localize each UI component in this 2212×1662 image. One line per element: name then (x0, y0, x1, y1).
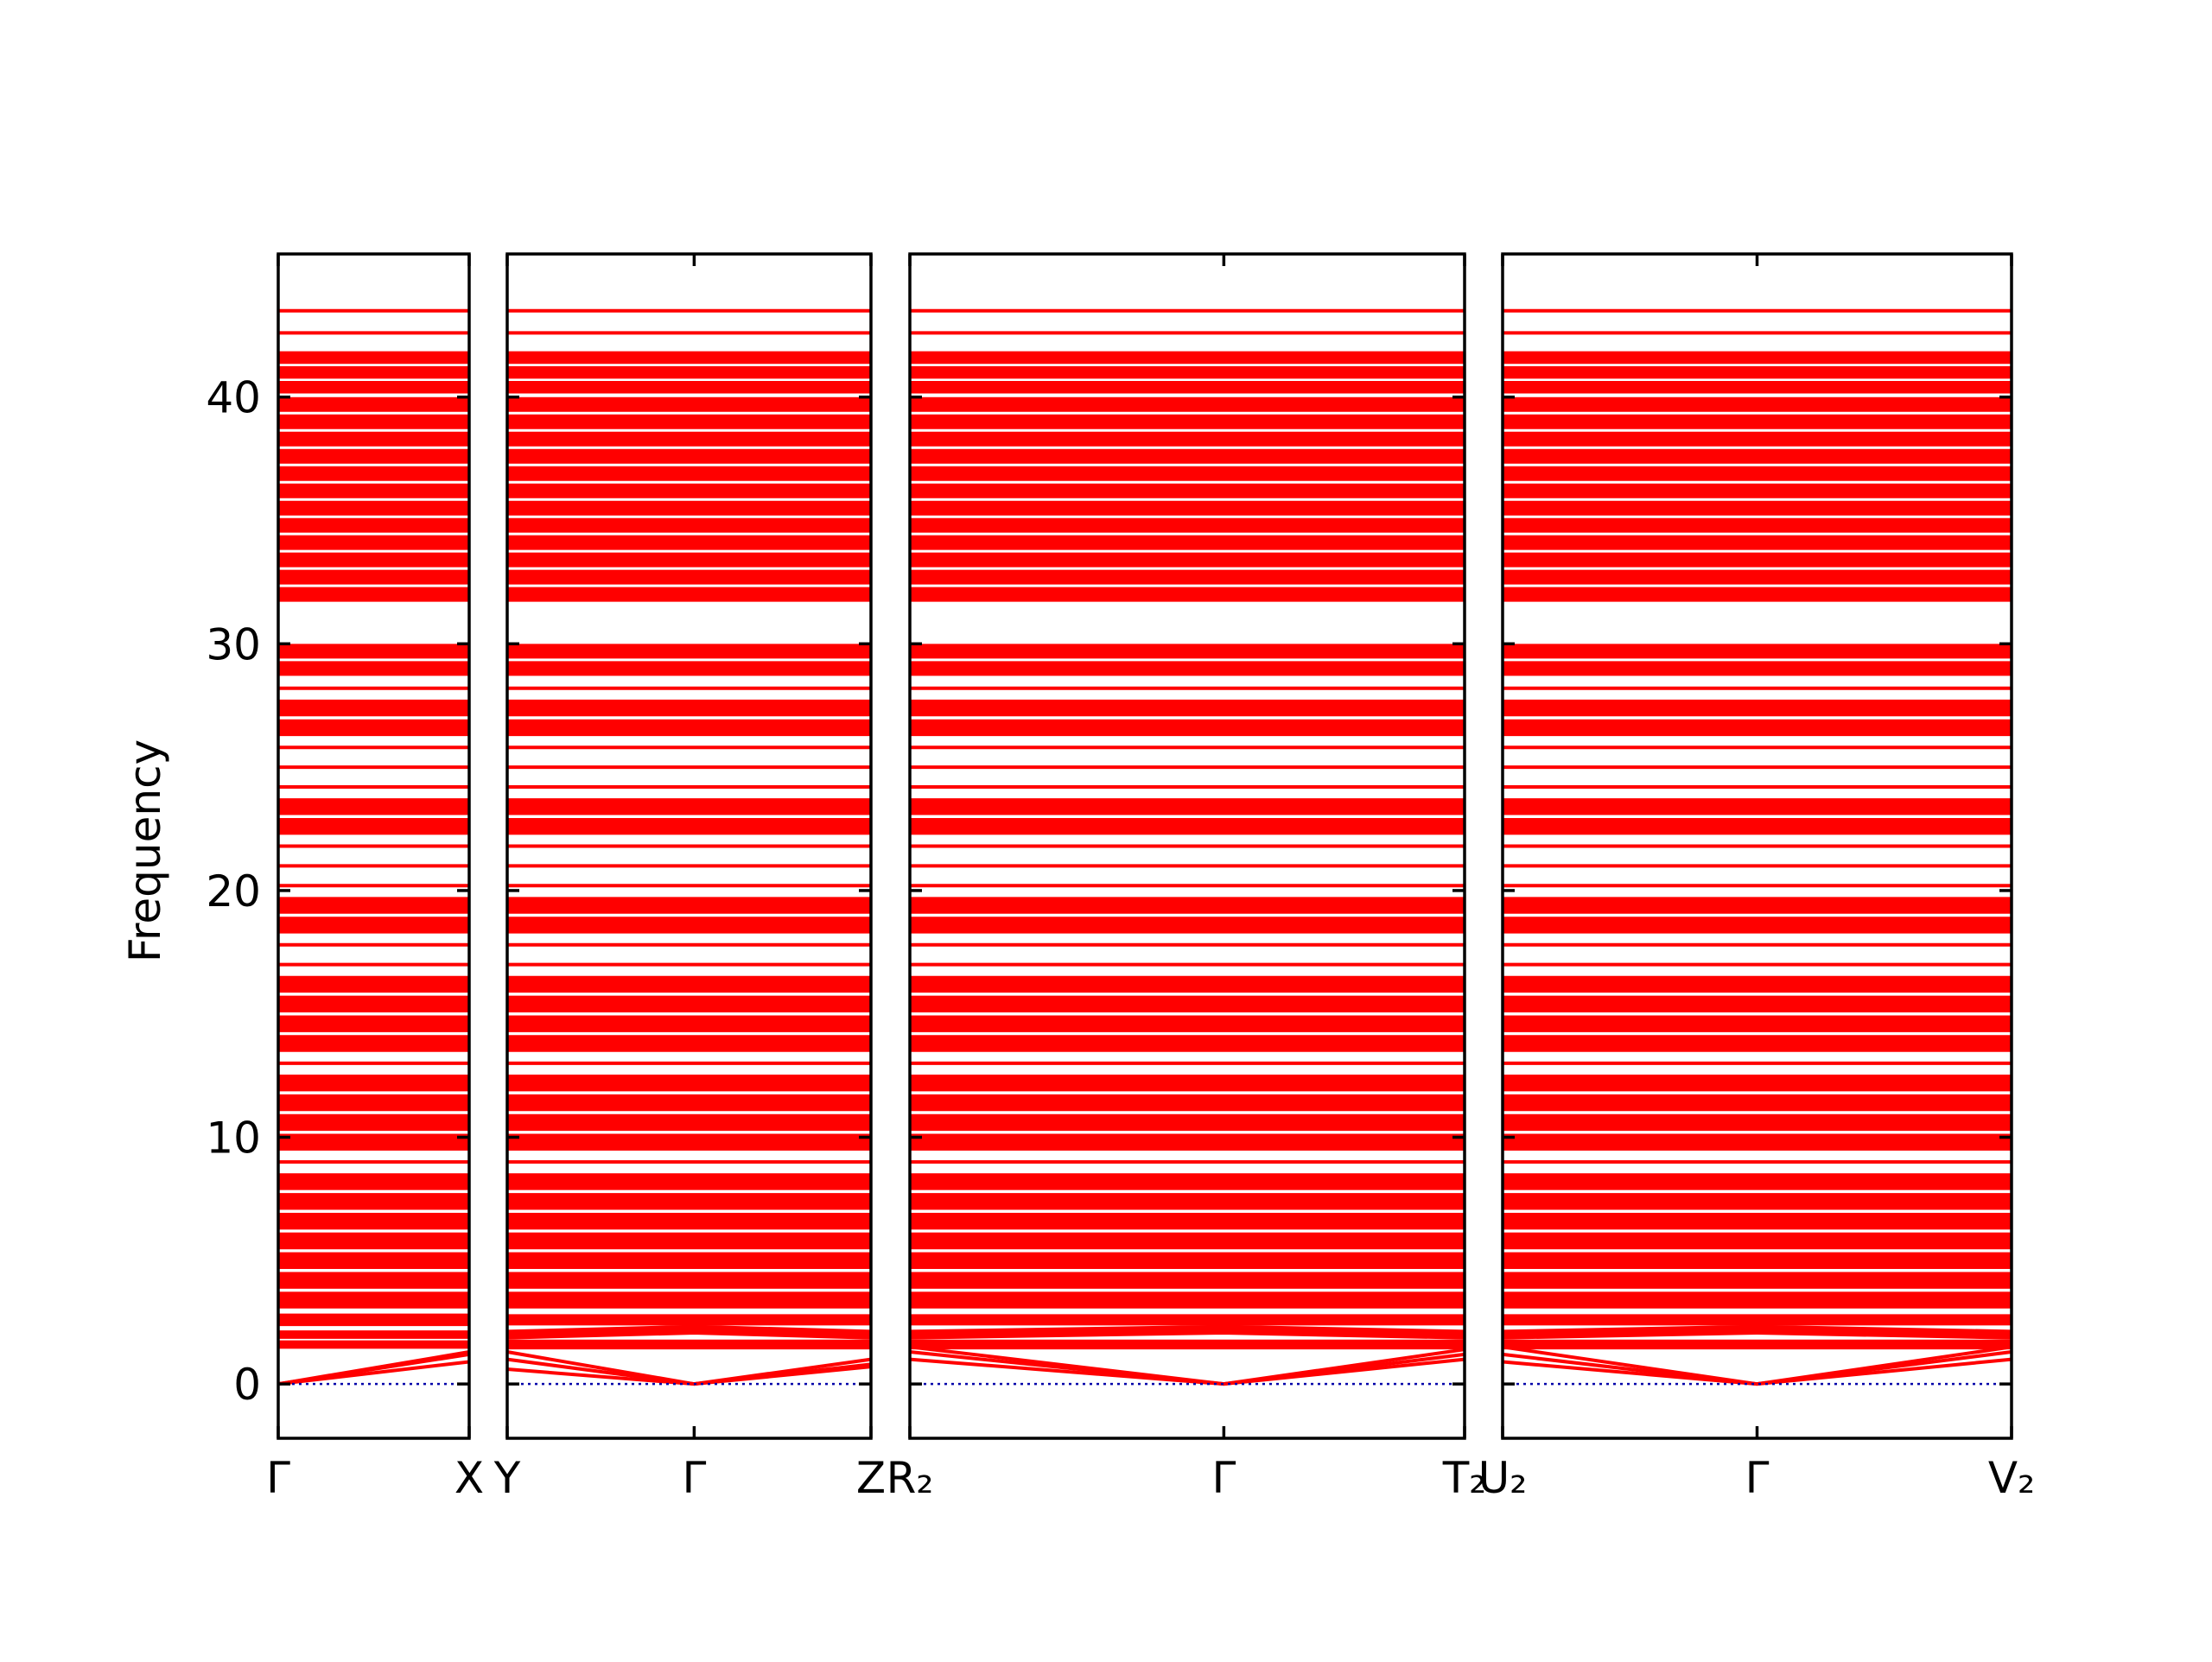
y-axis-label: Frequency (120, 739, 170, 962)
panel-frame (908, 252, 1466, 1440)
x-tick-label: U₂ (1478, 1453, 1528, 1503)
x-tick-label: Z (856, 1453, 886, 1503)
band (1502, 1345, 2012, 1386)
x-tick-label: Γ (1745, 1453, 1770, 1503)
band (909, 1324, 1465, 1340)
x-tick-label: X (454, 1453, 484, 1503)
band (909, 1345, 1465, 1386)
band (277, 1360, 470, 1386)
band (506, 1324, 872, 1340)
y-tick-label: 0 (233, 1360, 261, 1410)
x-tick-label: Γ (266, 1453, 290, 1503)
y-tick-label: 10 (206, 1113, 261, 1164)
x-tick-label: Γ (682, 1453, 706, 1503)
x-tick-label: V₂ (1988, 1453, 2035, 1503)
x-tick-label: Γ (1211, 1453, 1236, 1503)
band (1502, 1324, 2012, 1340)
y-tick-label: 20 (206, 866, 261, 917)
panel-frame (276, 252, 471, 1440)
panel-frame (505, 252, 873, 1440)
x-tick-label: R₂ (887, 1453, 934, 1503)
y-tick-label: 30 (206, 619, 261, 669)
x-tick-label: Y (493, 1453, 521, 1503)
y-tick-label: 40 (206, 373, 261, 423)
x-tick-label: T₂ (1442, 1453, 1487, 1503)
